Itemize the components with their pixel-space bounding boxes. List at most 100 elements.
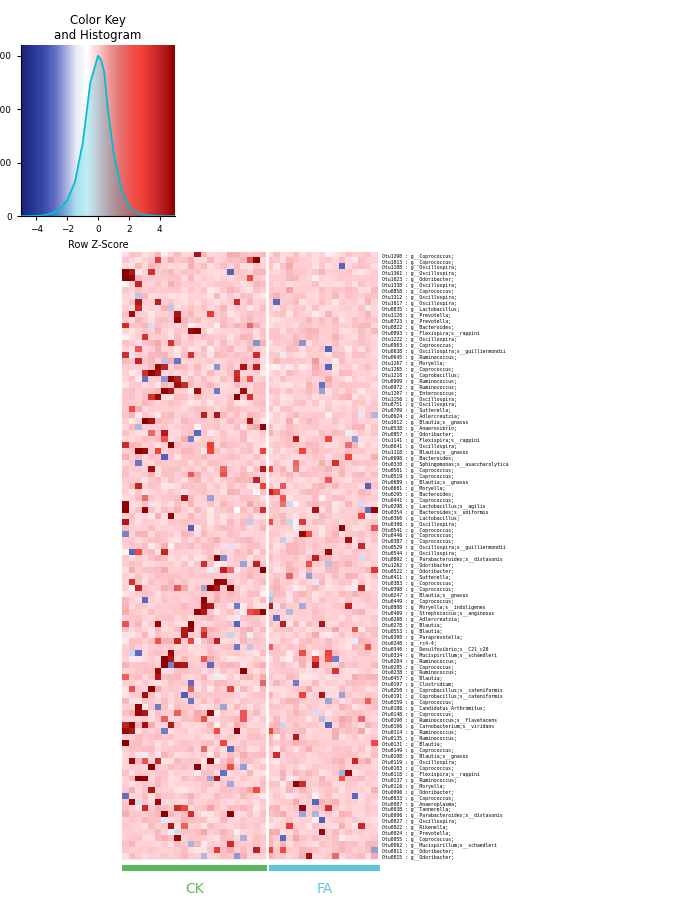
Bar bbox=[122, 532, 378, 538]
Bar bbox=[122, 448, 378, 454]
Bar bbox=[122, 818, 378, 824]
Bar bbox=[122, 669, 378, 675]
Bar bbox=[122, 616, 378, 621]
Bar bbox=[122, 848, 378, 853]
Bar bbox=[122, 538, 378, 544]
Bar bbox=[122, 806, 378, 812]
Bar bbox=[122, 311, 378, 318]
Bar bbox=[122, 812, 378, 818]
Bar bbox=[122, 443, 378, 448]
Bar bbox=[122, 461, 378, 466]
Bar bbox=[122, 353, 378, 359]
Bar bbox=[122, 830, 378, 836]
Bar bbox=[122, 555, 378, 562]
Bar bbox=[122, 598, 378, 603]
Bar bbox=[122, 586, 378, 591]
Bar bbox=[122, 782, 378, 788]
Bar bbox=[122, 252, 378, 258]
Bar bbox=[122, 389, 378, 395]
Bar bbox=[122, 466, 378, 472]
Bar bbox=[122, 758, 378, 764]
Bar bbox=[122, 741, 378, 746]
Bar bbox=[122, 508, 378, 514]
Text: FA: FA bbox=[316, 882, 332, 896]
Bar bbox=[122, 365, 378, 371]
Bar bbox=[122, 293, 378, 300]
Bar bbox=[122, 425, 378, 431]
Bar bbox=[122, 407, 378, 413]
Bar bbox=[122, 693, 378, 698]
Bar bbox=[122, 258, 378, 264]
Bar bbox=[122, 621, 378, 627]
Bar bbox=[122, 400, 378, 407]
Bar bbox=[122, 431, 378, 436]
Bar bbox=[122, 323, 378, 329]
Bar bbox=[122, 634, 378, 639]
Bar bbox=[122, 723, 378, 728]
Bar bbox=[122, 550, 378, 555]
Bar bbox=[122, 824, 378, 830]
Bar bbox=[122, 687, 378, 693]
Bar bbox=[122, 526, 378, 532]
Bar bbox=[122, 413, 378, 418]
Bar bbox=[122, 645, 378, 651]
Bar bbox=[122, 347, 378, 353]
Bar bbox=[122, 336, 378, 341]
Bar bbox=[122, 544, 378, 550]
Bar bbox=[122, 568, 378, 573]
X-axis label: Row Z-Score: Row Z-Score bbox=[68, 239, 128, 249]
Bar bbox=[122, 716, 378, 723]
Bar bbox=[122, 788, 378, 794]
Bar bbox=[122, 491, 378, 496]
Text: CK: CK bbox=[186, 882, 204, 896]
Bar bbox=[122, 282, 378, 288]
Bar bbox=[122, 705, 378, 711]
Bar bbox=[122, 478, 378, 484]
Bar bbox=[122, 520, 378, 526]
Bar bbox=[122, 383, 378, 389]
Bar bbox=[122, 562, 378, 568]
Bar bbox=[122, 734, 378, 741]
Bar bbox=[122, 341, 378, 347]
Bar bbox=[122, 657, 378, 663]
Bar bbox=[122, 776, 378, 782]
Bar bbox=[122, 418, 378, 425]
Bar bbox=[122, 675, 378, 680]
Bar bbox=[122, 794, 378, 800]
Bar bbox=[122, 484, 378, 491]
Bar bbox=[122, 275, 378, 282]
Bar bbox=[122, 288, 378, 293]
Bar bbox=[122, 711, 378, 716]
Bar bbox=[122, 472, 378, 478]
Bar bbox=[122, 270, 378, 275]
Bar bbox=[122, 395, 378, 400]
Bar bbox=[122, 580, 378, 586]
Bar bbox=[122, 651, 378, 657]
Bar bbox=[122, 264, 378, 270]
Bar bbox=[122, 591, 378, 598]
Bar bbox=[122, 377, 378, 383]
Bar bbox=[122, 752, 378, 758]
Bar bbox=[122, 454, 378, 461]
Bar bbox=[122, 680, 378, 687]
Bar bbox=[122, 842, 378, 848]
Bar bbox=[122, 639, 378, 645]
Bar bbox=[122, 800, 378, 806]
Bar bbox=[122, 573, 378, 580]
Bar bbox=[122, 306, 378, 311]
Bar bbox=[122, 329, 378, 336]
Bar bbox=[122, 746, 378, 752]
Bar bbox=[122, 502, 378, 508]
Bar bbox=[122, 663, 378, 669]
Bar bbox=[122, 603, 378, 609]
Bar bbox=[122, 496, 378, 502]
Bar bbox=[122, 609, 378, 616]
Bar bbox=[122, 764, 378, 770]
Bar bbox=[122, 300, 378, 306]
Bar bbox=[122, 318, 378, 323]
Bar bbox=[122, 698, 378, 705]
Bar bbox=[122, 359, 378, 365]
Bar bbox=[122, 436, 378, 443]
Bar bbox=[122, 514, 378, 520]
Bar bbox=[122, 627, 378, 634]
